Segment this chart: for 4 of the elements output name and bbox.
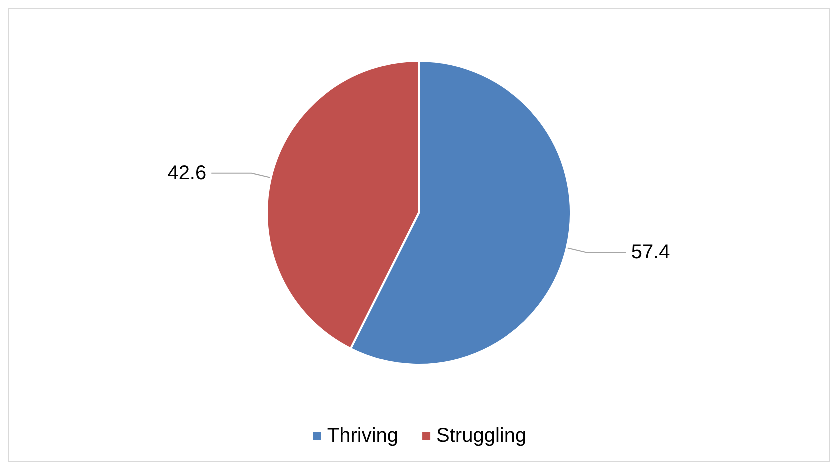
legend-label: Thriving — [327, 425, 399, 447]
data-label: 42.6 — [168, 162, 207, 184]
data-label: 57.4 — [631, 242, 670, 264]
legend-label: Struggling — [436, 425, 527, 447]
